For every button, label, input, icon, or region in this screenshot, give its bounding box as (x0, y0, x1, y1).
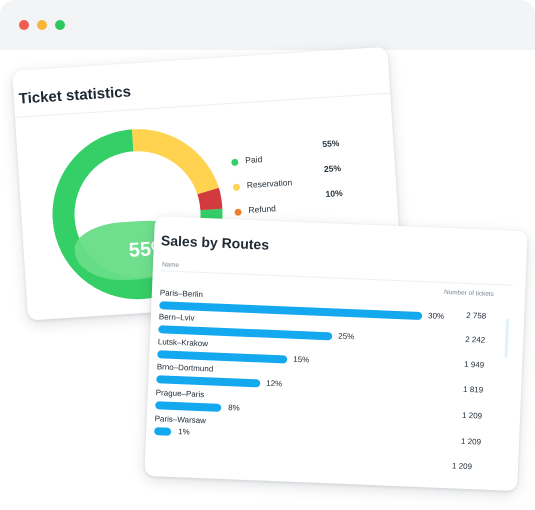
route-name: Lutsk–Krakow (157, 337, 209, 349)
reservation-donut-segment (132, 129, 219, 195)
route-ticket-count: 1 209 (460, 436, 482, 447)
route-share-bar (154, 427, 172, 436)
route-ticket-count: 1 949 (463, 359, 485, 370)
route-share-bar (155, 401, 222, 412)
route-ticket-count: 1 819 (462, 384, 484, 395)
route-name: Bern–Lviv (158, 312, 195, 323)
legend-item-paid: Paid 55% (231, 138, 374, 171)
ticket-status-donut-chart: 55% (47, 124, 228, 305)
route-name-column-header: Name (161, 261, 180, 270)
legend-label-paid: Paid (244, 154, 263, 166)
route-share-percentage: 15% (293, 354, 310, 365)
ticket-statistics-title: Ticket statistics (18, 83, 132, 108)
route-name: Paris–Berlin (159, 288, 204, 300)
route-ticket-count: 2 242 (465, 334, 486, 345)
legend-value-refund: 10% (325, 187, 343, 200)
route-share-percentage: 25% (338, 331, 355, 342)
minimize-window-icon[interactable] (37, 20, 47, 30)
legend-label-reservation: Reservation (246, 177, 293, 191)
ticket-count-column-header: Number of tickets (443, 288, 494, 298)
route-share-bar (157, 350, 288, 364)
legend-item-reservation: Reservation 25% (232, 163, 375, 196)
route-name: Prague–Paris (155, 388, 205, 400)
route-ticket-count: 2 758 (466, 310, 487, 321)
route-share-percentage: 8% (228, 403, 240, 413)
route-share-bar (156, 375, 261, 388)
paid-status-icon (231, 158, 239, 167)
legend-value-reservation: 25% (323, 162, 342, 175)
close-window-icon[interactable] (19, 20, 29, 30)
legend-value-paid: 55% (322, 138, 340, 150)
window-titlebar (0, 0, 535, 50)
routes-scrollbar[interactable] (504, 318, 510, 358)
maximize-window-icon[interactable] (55, 20, 65, 30)
sales-by-routes-card: Sales by Routes Name Number of tickets P… (144, 216, 528, 492)
ticket-statistics-card: Ticket statistics 55% Paid 55% Reservati… (12, 46, 404, 321)
refund-donut-segment (197, 187, 223, 211)
route-name: Paris–Warsaw (154, 414, 207, 426)
sales-by-routes-title: Sales by Routes (160, 232, 270, 253)
route-ticket-count: 1 209 (461, 410, 483, 421)
reservation-status-icon (232, 183, 241, 191)
partially-visible-ticket-count: 1 209 (451, 461, 473, 472)
route-share-percentage: 30% (427, 311, 445, 321)
legend-label-refund: Refund (248, 203, 277, 216)
refund-status-icon (234, 208, 242, 216)
route-share-percentage: 12% (266, 378, 283, 389)
route-name: Brno–Dortmund (156, 362, 214, 374)
route-share-percentage: 1% (177, 427, 190, 437)
ticket-status-donut-svg (52, 129, 223, 300)
legend-item-refund: Refund 10% (234, 188, 377, 221)
routes-header-divider (160, 270, 514, 286)
